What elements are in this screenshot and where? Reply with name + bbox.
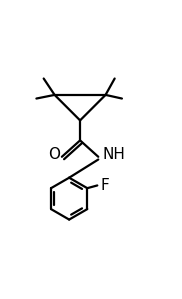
Text: O: O	[48, 147, 60, 162]
Text: NH: NH	[103, 147, 126, 162]
Text: F: F	[101, 178, 110, 193]
